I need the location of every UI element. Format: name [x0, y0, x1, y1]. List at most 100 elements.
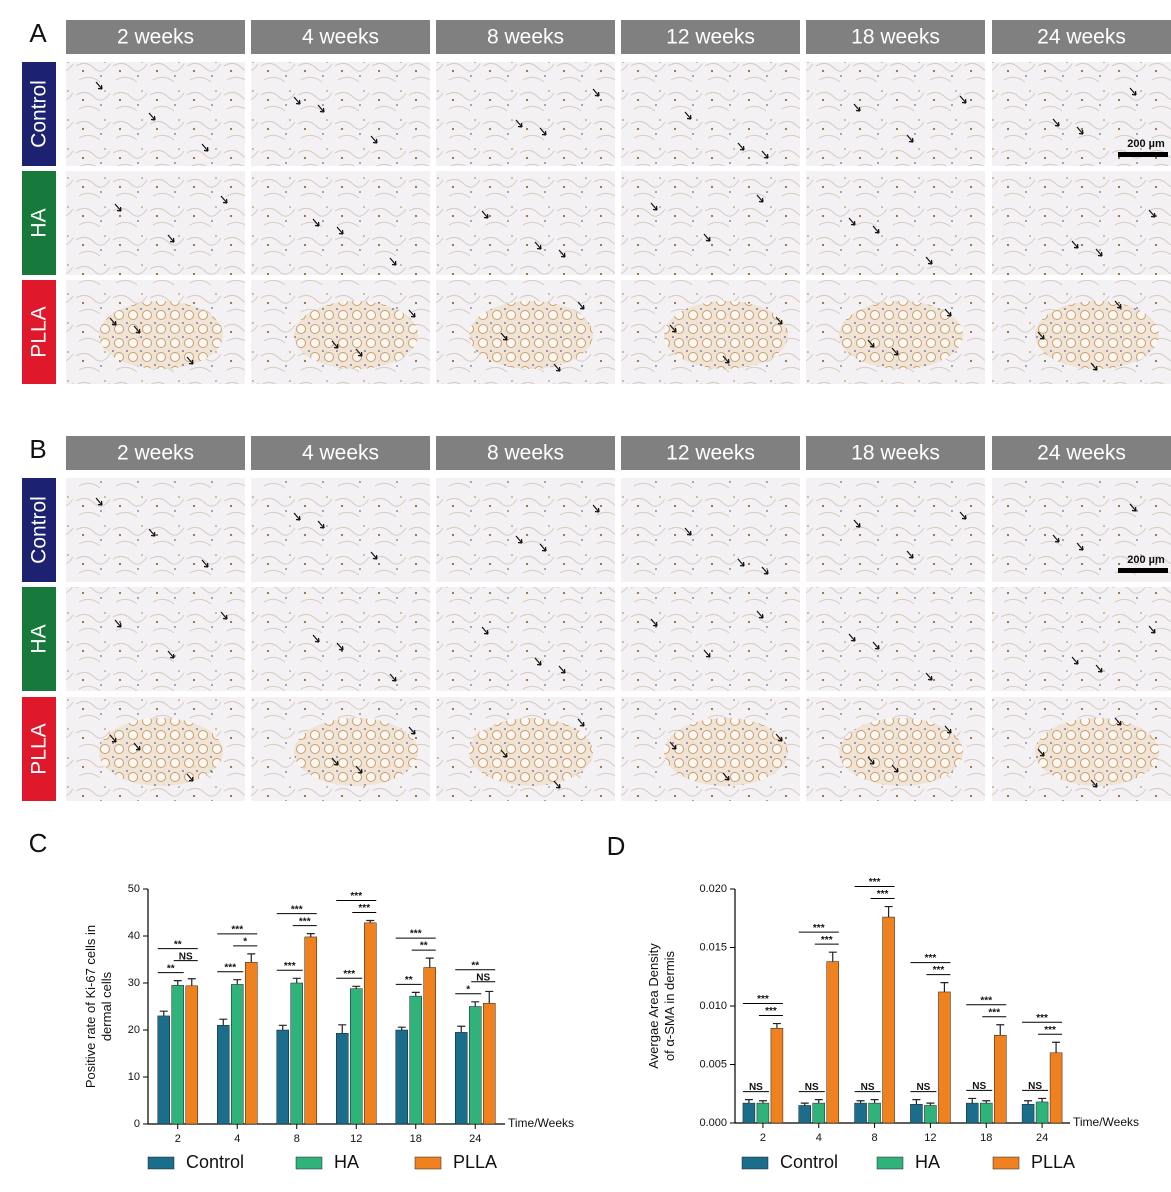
- legend-swatch: [741, 1156, 769, 1170]
- x-tick-label: 2: [175, 1133, 181, 1145]
- arrow: [577, 718, 585, 727]
- micrograph: [992, 478, 1171, 582]
- arrow: [336, 226, 344, 235]
- arrow: [761, 566, 769, 575]
- bar: [994, 1035, 1007, 1124]
- arrow: [389, 673, 397, 682]
- y-axis-label-line: of α-SMA in dermis: [662, 950, 677, 1061]
- error-bar: [982, 1100, 991, 1104]
- arrow: [515, 119, 523, 128]
- bar: [1021, 1104, 1035, 1124]
- row-label: HA: [28, 624, 51, 653]
- arrow: [592, 88, 600, 97]
- arrow: [293, 512, 301, 521]
- bar: [350, 988, 363, 1125]
- error-bar: [968, 1097, 977, 1104]
- arrow: [186, 773, 194, 782]
- arrow: [355, 348, 363, 357]
- y-tick-label: 20: [128, 1024, 140, 1036]
- tissue-region: [99, 718, 223, 786]
- y-tick-label: 50: [128, 883, 140, 895]
- bar: [826, 961, 839, 1124]
- tissue-region: [469, 718, 593, 786]
- tissue-region: [1035, 718, 1159, 786]
- bar: [980, 1102, 993, 1124]
- arrow: [331, 340, 339, 349]
- column-header-text: 2 weeks: [117, 442, 194, 465]
- arrow: [220, 611, 228, 620]
- significance-label: ***: [821, 935, 833, 946]
- error-bar: [772, 1022, 781, 1029]
- micrograph: [806, 62, 985, 166]
- error-bar: [338, 1024, 347, 1034]
- error-bar: [884, 905, 893, 918]
- arrow: [220, 195, 228, 204]
- arrow: [906, 134, 914, 143]
- arrow: [515, 535, 523, 544]
- column-header: [436, 436, 615, 470]
- arrow: [1037, 748, 1045, 757]
- significance-label: ***: [343, 969, 355, 980]
- row-label-box: [22, 171, 56, 275]
- micrograph: [66, 587, 245, 691]
- significance-label: ***: [358, 903, 370, 914]
- arrow: [186, 356, 194, 365]
- arrow: [109, 317, 117, 326]
- arrow: [853, 519, 861, 528]
- arrow: [848, 633, 856, 642]
- arrow: [148, 528, 156, 537]
- arrow: [317, 104, 325, 113]
- legend-label: Control: [780, 1152, 838, 1172]
- micrograph: [621, 62, 800, 166]
- column-header-text: 4 weeks: [302, 26, 379, 49]
- arrow: [95, 497, 103, 506]
- micrograph: [992, 171, 1171, 275]
- error-bar: [425, 957, 434, 968]
- significance-label: ***: [765, 1006, 777, 1017]
- arrow: [534, 657, 542, 666]
- legend-swatch: [414, 1156, 442, 1170]
- arrow: [293, 96, 301, 105]
- bar: [798, 1105, 811, 1124]
- x-tick-label: 4: [234, 1133, 240, 1145]
- row-label-box: [22, 697, 56, 801]
- column-header-text: 4 weeks: [302, 442, 379, 465]
- arrow: [944, 725, 952, 734]
- column-header: [66, 20, 245, 54]
- significance-label: ***: [869, 877, 881, 888]
- column-header: [806, 436, 985, 470]
- micrograph: [621, 171, 800, 275]
- error-bar: [800, 1102, 809, 1106]
- tissue-region: [99, 301, 223, 369]
- micrograph: [251, 587, 430, 691]
- x-tick-label: 8: [872, 1132, 878, 1144]
- arrow: [408, 309, 416, 318]
- column-header-text: 24 weeks: [1037, 26, 1126, 49]
- arrow: [853, 103, 861, 112]
- legend-swatch: [876, 1156, 904, 1170]
- y-axis-label-line: dermal cells: [99, 971, 114, 1041]
- arrow: [944, 308, 952, 317]
- micrograph: [66, 478, 245, 582]
- arrow: [577, 301, 585, 310]
- bar: [336, 1033, 349, 1125]
- arrow: [1052, 534, 1060, 543]
- micrograph: [436, 478, 615, 582]
- significance-label: NS: [972, 1081, 986, 1092]
- arrow: [737, 558, 745, 567]
- legend-label: PLLA: [453, 1152, 497, 1172]
- arrow: [1114, 717, 1122, 726]
- arrow: [317, 520, 325, 529]
- arrow: [389, 257, 397, 266]
- arrow: [481, 626, 489, 635]
- arrow: [539, 127, 547, 136]
- row-label: HA: [28, 208, 51, 237]
- arrow: [553, 363, 561, 372]
- arrow: [650, 618, 658, 627]
- significance-label: ***: [980, 995, 992, 1006]
- error-bar: [758, 1100, 767, 1104]
- bar: [924, 1105, 937, 1124]
- x-tick-label: 12: [924, 1132, 936, 1144]
- arrow: [684, 527, 692, 536]
- significance-label: ***: [1044, 1025, 1056, 1036]
